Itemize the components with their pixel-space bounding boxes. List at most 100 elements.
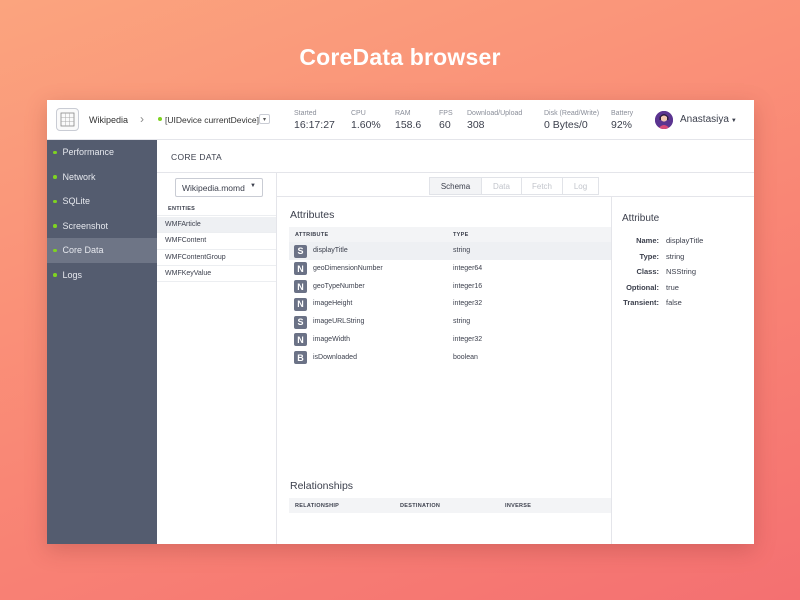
detail-key: Optional:	[626, 283, 659, 292]
string-type-icon: S	[294, 244, 307, 258]
app-icon[interactable]	[56, 108, 79, 131]
tab-data[interactable]: Data	[481, 177, 522, 195]
content-header: CORE DATA	[157, 140, 754, 173]
user-avatar-icon	[655, 111, 673, 129]
column-header: RELATIONSHIP	[295, 503, 340, 509]
table-row[interactable]: B isDownloaded boolean	[289, 349, 611, 367]
attribute-type: boolean	[453, 353, 478, 361]
column-header: TYPE	[453, 232, 469, 238]
attribute-name: displayTitle	[313, 247, 348, 254]
stat-label: Started	[294, 110, 317, 117]
model-select-value: Wikipedia.momd	[182, 182, 245, 193]
detail-value: displayTitle	[666, 236, 704, 245]
tabs-bar: Schema Data Fetch Log	[277, 173, 754, 197]
stat-label: FPS	[439, 110, 453, 117]
attributes-table-header: ATTRIBUTE TYPE	[289, 227, 611, 242]
detail-row-name: Name: displayTitle	[612, 236, 754, 248]
number-type-icon: N	[294, 297, 307, 311]
attributes-table: S displayTitle string N geoDimensionNumb…	[289, 242, 611, 369]
sidebar-item-sqlite[interactable]: SQLite	[47, 189, 157, 214]
sidebar-item-core-data[interactable]: Core Data	[47, 238, 157, 263]
stat-label: Download/Upload	[467, 110, 523, 117]
entity-list: WMFArticle WMFContent WMFContentGroup WM…	[157, 217, 276, 283]
entity-item[interactable]: WMFContentGroup	[157, 250, 276, 266]
detail-key: Type:	[639, 252, 659, 261]
stat-download-upload: Download/Upload 308	[467, 110, 522, 131]
sidebar-item-network[interactable]: Network	[47, 165, 157, 190]
attribute-type: integer16	[453, 282, 483, 290]
sidebar-item-screenshot[interactable]: Screenshot	[47, 214, 157, 239]
sidebar-item-label: Logs	[62, 269, 83, 280]
sidebar-item-label: Core Data	[62, 245, 104, 256]
tab-fetch[interactable]: Fetch	[521, 177, 563, 195]
caret-down-icon: ▼	[250, 183, 256, 189]
entity-item[interactable]: WMFKeyValue	[157, 266, 276, 283]
status-dot-icon	[53, 248, 57, 252]
stat-value: 92%	[611, 119, 633, 131]
table-row[interactable]: S displayTitle string	[289, 242, 611, 260]
attribute-type: integer32	[453, 300, 483, 308]
number-type-icon: N	[294, 280, 307, 294]
stat-value: 1.60%	[351, 119, 381, 131]
detail-row-class: Class: NSString	[612, 267, 754, 279]
device-status-dot	[158, 117, 162, 121]
app-name[interactable]: Wikipedia	[89, 115, 129, 125]
entity-item[interactable]: WMFContent	[157, 233, 276, 250]
detail-value: false	[666, 298, 682, 307]
column-header: INVERSE	[505, 503, 532, 509]
status-dot-icon	[53, 273, 57, 277]
stat-label: Battery	[611, 110, 634, 117]
detail-row-transient: Transient: false	[612, 298, 754, 310]
model-select[interactable]: Wikipedia.momd ▼	[175, 178, 263, 197]
device-dropdown-button[interactable]: ▾	[259, 114, 270, 124]
sidebar: Performance Network SQLite Screenshot Co…	[47, 140, 157, 544]
entities-header: ENTITIES	[157, 201, 276, 216]
app-window: Wikipedia › [UIDevice currentDevice] ▾ S…	[47, 100, 754, 544]
stat-fps: FPS 60	[439, 110, 453, 131]
detail-key: Class:	[636, 267, 659, 276]
table-row[interactable]	[289, 367, 611, 369]
entity-item[interactable]: WMFArticle	[157, 217, 276, 234]
relationships-table-header: RELATIONSHIP DESTINATION INVERSE	[289, 498, 611, 513]
status-dot-icon	[53, 150, 57, 154]
page-title: CORE DATA	[171, 152, 223, 162]
stat-cpu: CPU 1.60%	[351, 110, 381, 131]
stat-value: 158.6	[395, 119, 422, 131]
table-row[interactable]: N geoTypeNumber integer16	[289, 278, 611, 296]
string-type-icon: S	[294, 315, 307, 329]
attribute-name: imageWidth	[313, 335, 350, 343]
table-row[interactable]: N imageHeight integer32	[289, 295, 611, 313]
stat-value: 0 Bytes/0	[544, 119, 588, 131]
sidebar-item-label: Screenshot	[62, 220, 109, 231]
attribute-name: geoTypeNumber	[313, 282, 365, 290]
tab-group: Schema Data Fetch Log	[429, 177, 599, 195]
sidebar-item-logs[interactable]: Logs	[47, 263, 157, 288]
user-menu[interactable]: Anastasiya ▼	[680, 114, 737, 125]
number-type-icon: N	[294, 333, 307, 347]
detail-row-type: Type: string	[612, 252, 754, 264]
attribute-name: isDownloaded	[313, 353, 357, 361]
tab-log[interactable]: Log	[562, 177, 599, 195]
stat-label: Disk (Read/Write)	[544, 110, 600, 117]
wikipedia-puzzle-icon	[60, 112, 75, 127]
attribute-type: integer64	[453, 264, 483, 272]
stat-ram: RAM 158.6	[395, 110, 421, 131]
attribute-name: geoDimensionNumber	[313, 264, 383, 272]
boolean-type-icon: B	[294, 351, 307, 365]
stat-value: 308	[467, 119, 485, 131]
table-row[interactable]: N imageWidth integer32	[289, 331, 611, 349]
avatar[interactable]	[655, 111, 673, 129]
tab-schema[interactable]: Schema	[429, 177, 482, 195]
attribute-detail-panel: Attribute Name: displayTitle Type: strin…	[612, 197, 754, 544]
status-dot-icon	[53, 224, 57, 228]
stat-value: 16:17:27	[294, 119, 335, 131]
attribute-type: string	[453, 318, 471, 326]
stat-started: Started 16:17:27	[294, 110, 335, 131]
status-dot-icon	[53, 199, 57, 203]
entities-panel: Wikipedia.momd ▼ ENTITIES WMFArticle WMF…	[157, 173, 277, 544]
table-row[interactable]: S imageURLString string	[289, 313, 611, 331]
device-name[interactable]: [UIDevice currentDevice]	[165, 115, 260, 125]
stat-disk: Disk (Read/Write) 0 Bytes/0	[544, 110, 599, 131]
sidebar-item-performance[interactable]: Performance	[47, 140, 157, 165]
table-row[interactable]: N geoDimensionNumber integer64	[289, 260, 611, 278]
